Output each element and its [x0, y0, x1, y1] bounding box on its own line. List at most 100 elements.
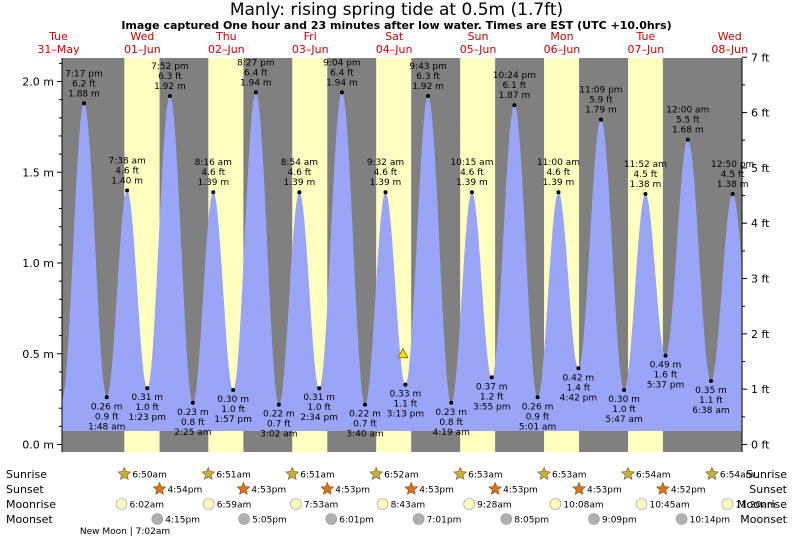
- right-tick-label: 1 ft: [751, 383, 770, 396]
- moonrise-time: 10:08am: [563, 501, 603, 511]
- day-date-label: 06–Jun: [544, 43, 581, 56]
- low-m-label: 0.26 m: [91, 402, 123, 412]
- low-ft-label: 1.2 ft: [480, 392, 504, 402]
- extreme-point: [663, 353, 668, 358]
- extreme-point: [104, 395, 109, 400]
- moonrise-icon: [463, 498, 475, 510]
- extreme-point: [253, 90, 258, 95]
- high-m-label: 1.39 m: [543, 178, 575, 188]
- high-m-label: 1.88 m: [68, 89, 100, 99]
- high-time-label: 8:16 am: [195, 158, 232, 168]
- extreme-point: [145, 386, 150, 391]
- sunset-icon: [572, 481, 586, 495]
- high-time-label: 11:52 am: [624, 160, 667, 170]
- low-ft-label: 1.6 ft: [654, 371, 678, 381]
- low-m-label: 0.31 m: [131, 393, 163, 403]
- high-time-label: 9:43 pm: [409, 62, 447, 72]
- low-ft-label: 0.7 ft: [353, 420, 377, 430]
- moonrise-time: 6:02am: [130, 501, 165, 511]
- sunset-row-label-right: Sunset: [749, 483, 787, 496]
- moonrise-icon: [635, 498, 648, 510]
- extreme-point: [317, 386, 322, 391]
- low-time-label: 3:13 pm: [387, 410, 425, 420]
- day-date-label: 03–Jun: [292, 43, 329, 56]
- low-m-label: 0.26 m: [522, 402, 554, 412]
- day-name-label: Wed: [718, 30, 742, 43]
- sunrise-time: 6:54am: [720, 471, 755, 481]
- right-tick-label: 7 ft: [751, 51, 770, 64]
- low-time-label: 1:23 pm: [128, 413, 166, 423]
- extreme-point: [622, 388, 627, 393]
- low-ft-label: 0.8 ft: [181, 418, 205, 428]
- moonrise-time: 11:20am: [735, 501, 775, 511]
- extreme-point: [598, 117, 603, 122]
- day-name-label: Mon: [550, 30, 573, 43]
- sunrise-time: 6:51am: [300, 471, 335, 481]
- sunrise-icon: [201, 466, 216, 480]
- high-ft-label: 4.6 ft: [374, 168, 398, 178]
- high-time-label: 8:27 pm: [237, 58, 275, 68]
- moonrise-icon: [549, 498, 562, 510]
- low-time-label: 3:55 pm: [473, 402, 511, 412]
- low-m-label: 0.35 m: [695, 386, 727, 396]
- extreme-labels: 7:17 pm6.2 ft1.88 m0.26 m0.9 ft1:48 am7:…: [65, 58, 754, 439]
- low-ft-label: 1.1 ft: [394, 400, 418, 410]
- moonset-time: 8:05pm: [514, 516, 549, 526]
- high-ft-label: 4.6 ft: [288, 168, 312, 178]
- low-ft-label: 0.7 ft: [267, 420, 291, 430]
- day-name-label: Fri: [304, 30, 317, 43]
- current-level-marker: [397, 347, 409, 359]
- sunrise-icon: [285, 466, 300, 480]
- sunrise-time: 6:50am: [132, 471, 167, 481]
- extreme-point: [512, 103, 517, 108]
- moonset-icon: [412, 513, 425, 525]
- high-time-label: 12:00 am: [666, 106, 709, 116]
- high-m-label: 1.40 m: [111, 176, 143, 186]
- high-ft-label: 4.6 ft: [115, 166, 139, 176]
- high-time-label: 9:32 am: [367, 158, 404, 168]
- low-ft-label: 1.4 ft: [567, 383, 591, 393]
- day-date-label: 08–Jun: [711, 43, 748, 56]
- high-ft-label: 5.9 ft: [589, 96, 613, 106]
- high-m-label: 1.38 m: [630, 180, 662, 190]
- high-m-label: 1.39 m: [197, 178, 229, 188]
- moonset-time: 7:01pm: [427, 516, 462, 526]
- high-ft-label: 6.4 ft: [330, 68, 354, 78]
- high-time-label: 9:04 pm: [323, 58, 361, 68]
- extreme-point: [363, 402, 368, 407]
- extreme-point: [211, 190, 216, 195]
- sunrise-row-label-right: Sunrise: [746, 468, 787, 481]
- high-time-label: 7:38 am: [108, 156, 145, 166]
- low-time-label: 2:34 pm: [300, 413, 338, 423]
- moonset-time: 10:14pm: [690, 516, 730, 526]
- chart-title: Manly: rising spring tide at 0.5m (1.7ft…: [229, 0, 564, 20]
- high-ft-label: 6.1 ft: [503, 81, 527, 91]
- low-ft-label: 1.1 ft: [699, 396, 723, 406]
- low-m-label: 0.23 m: [435, 408, 467, 418]
- sunrise-row-label-left: Sunrise: [6, 468, 47, 481]
- moonset-icon: [325, 513, 338, 525]
- day-date-label: 31–May: [37, 43, 80, 56]
- right-tick-label: 2 ft: [751, 328, 770, 341]
- high-time-label: 10:15 am: [450, 158, 493, 168]
- day-name-label: Thu: [215, 30, 237, 43]
- high-time-label: 11:09 pm: [579, 86, 622, 96]
- low-time-label: 3:40 am: [346, 430, 383, 440]
- day-name-label: Tue: [48, 30, 68, 43]
- day-date-label: 07–Jun: [628, 43, 665, 56]
- sunset-icon: [152, 481, 167, 495]
- sunrise-time: 6:52am: [384, 471, 419, 481]
- moonrise-icon: [202, 498, 215, 510]
- high-ft-label: 4.5 ft: [634, 170, 658, 180]
- low-m-label: 0.31 m: [303, 393, 335, 403]
- right-tick-label: 4 ft: [751, 217, 770, 230]
- high-ft-label: 4.6 ft: [201, 168, 225, 178]
- left-tick-label: 1.0 m: [22, 257, 54, 270]
- moonrise-row-label-right: Moonrise: [737, 498, 787, 511]
- sunrise-time: 6:53am: [552, 471, 587, 481]
- high-time-label: 12:50 pm: [711, 160, 754, 170]
- sunset-time: 4:53pm: [251, 486, 286, 496]
- extreme-point: [383, 190, 388, 195]
- day-name-label: Sat: [385, 30, 404, 43]
